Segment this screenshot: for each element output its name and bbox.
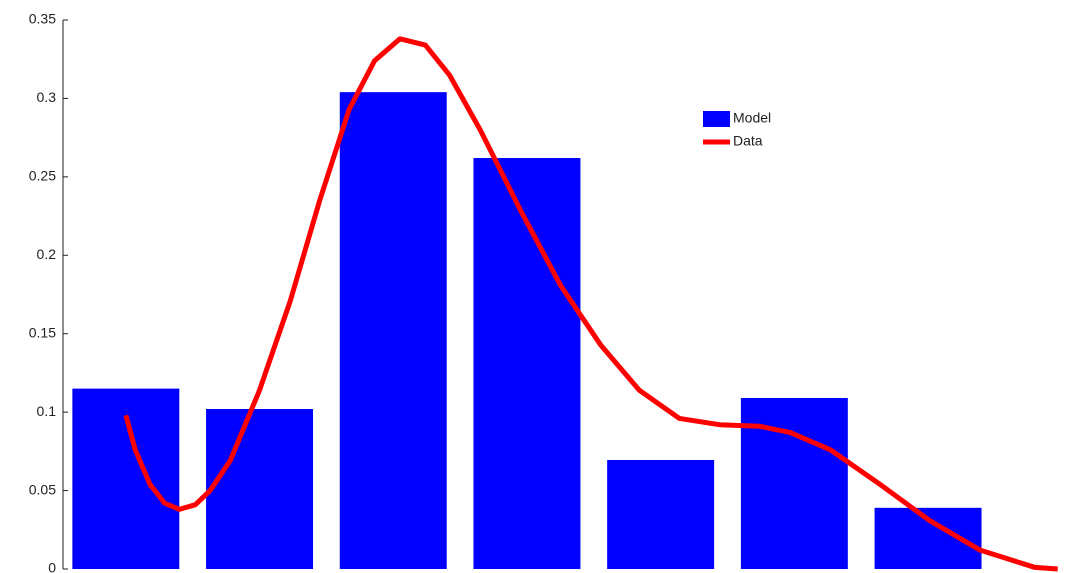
y-tick-label: 0.15 <box>29 324 56 340</box>
y-tick-label: 0.2 <box>37 246 57 262</box>
y-tick-label: 0.35 <box>29 11 56 27</box>
y-tick-label: 0 <box>48 560 56 573</box>
line <box>123 36 1058 572</box>
y-tick-label: 0.25 <box>29 168 56 184</box>
bar <box>607 459 715 569</box>
legend-label: Model <box>733 110 771 126</box>
y-tick-label: 0.05 <box>29 481 56 497</box>
bar <box>339 92 447 569</box>
y-tick-label: 0.1 <box>37 403 57 419</box>
legend-swatch <box>703 111 730 127</box>
bar <box>206 409 314 569</box>
y-tick-label: 0.3 <box>37 89 57 105</box>
legend-label: Data <box>733 133 763 149</box>
